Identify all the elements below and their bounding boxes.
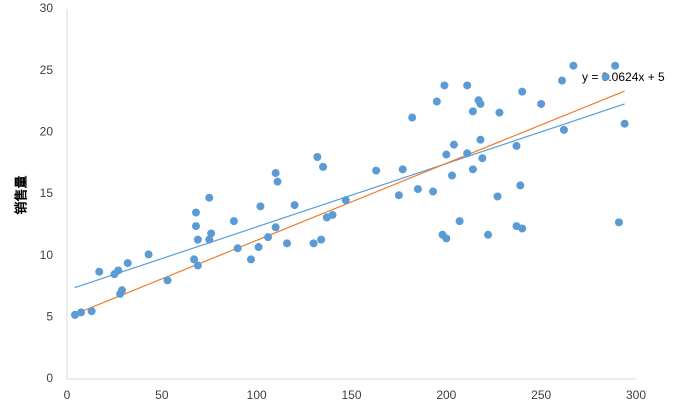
point — [144, 250, 153, 259]
point — [463, 81, 472, 90]
point — [463, 149, 472, 158]
point — [190, 255, 199, 264]
y-tick-label: 0 — [46, 371, 53, 385]
point — [429, 187, 438, 196]
point — [271, 223, 280, 232]
point — [468, 165, 477, 174]
point — [512, 141, 521, 150]
point — [537, 99, 546, 108]
point — [372, 166, 381, 175]
point — [516, 181, 525, 190]
point — [317, 235, 326, 244]
point — [229, 217, 238, 226]
point — [559, 125, 568, 134]
point — [614, 218, 623, 227]
x-tick-label: 300 — [626, 388, 646, 402]
point — [476, 135, 485, 144]
y-tick-label: 20 — [40, 125, 54, 139]
point — [123, 259, 132, 268]
trend-line — [74, 90, 625, 315]
point — [118, 286, 127, 295]
point — [341, 196, 350, 205]
point — [476, 99, 485, 108]
point — [495, 108, 504, 117]
point — [442, 150, 451, 159]
point — [468, 107, 477, 116]
y-tick-label: 25 — [40, 63, 54, 77]
point — [601, 72, 610, 81]
point — [193, 235, 202, 244]
point — [484, 230, 493, 239]
point — [254, 243, 263, 252]
point — [398, 165, 407, 174]
point — [620, 119, 629, 128]
point — [246, 255, 255, 264]
y-tick-label: 15 — [40, 186, 54, 200]
point — [233, 244, 242, 253]
x-tick-label: 200 — [436, 388, 456, 402]
y-tick-label: 30 — [40, 1, 54, 15]
point — [191, 222, 200, 231]
point — [442, 234, 451, 243]
point — [493, 192, 502, 201]
y-tick-label: 5 — [46, 310, 53, 324]
point — [87, 307, 96, 316]
point — [205, 235, 214, 244]
point — [95, 267, 104, 276]
point — [455, 217, 464, 226]
point — [163, 276, 172, 285]
point — [207, 229, 216, 238]
y-axis-label: 销售量 — [13, 175, 28, 214]
point — [413, 185, 422, 194]
point — [440, 81, 449, 90]
x-tick-label: 250 — [531, 388, 551, 402]
trend-line — [74, 103, 625, 289]
point — [273, 177, 282, 186]
point — [319, 162, 328, 171]
point — [518, 224, 527, 233]
point — [448, 171, 457, 180]
x-tick-label: 100 — [247, 388, 267, 402]
point — [313, 153, 322, 161]
y-tick-label: 10 — [40, 248, 54, 262]
trend-equation: y = 0.0624x + 5 — [582, 70, 665, 84]
point — [328, 210, 337, 219]
point — [518, 87, 527, 96]
point — [283, 239, 292, 248]
point — [408, 113, 417, 122]
point — [205, 193, 214, 202]
point — [432, 97, 441, 106]
point — [264, 233, 273, 242]
x-tick-label: 50 — [155, 388, 169, 402]
point — [290, 201, 299, 210]
point — [70, 310, 79, 319]
point — [309, 239, 318, 248]
point — [191, 208, 200, 217]
x-tick-label: 0 — [64, 388, 71, 402]
point — [77, 308, 86, 317]
point — [394, 191, 403, 200]
point — [558, 76, 567, 85]
point — [449, 140, 458, 149]
point — [114, 266, 123, 275]
point — [256, 202, 265, 211]
x-tick-label: 150 — [341, 388, 361, 402]
point — [478, 154, 487, 163]
point — [611, 61, 620, 70]
point — [569, 61, 578, 70]
point — [271, 169, 280, 178]
point — [193, 261, 202, 270]
